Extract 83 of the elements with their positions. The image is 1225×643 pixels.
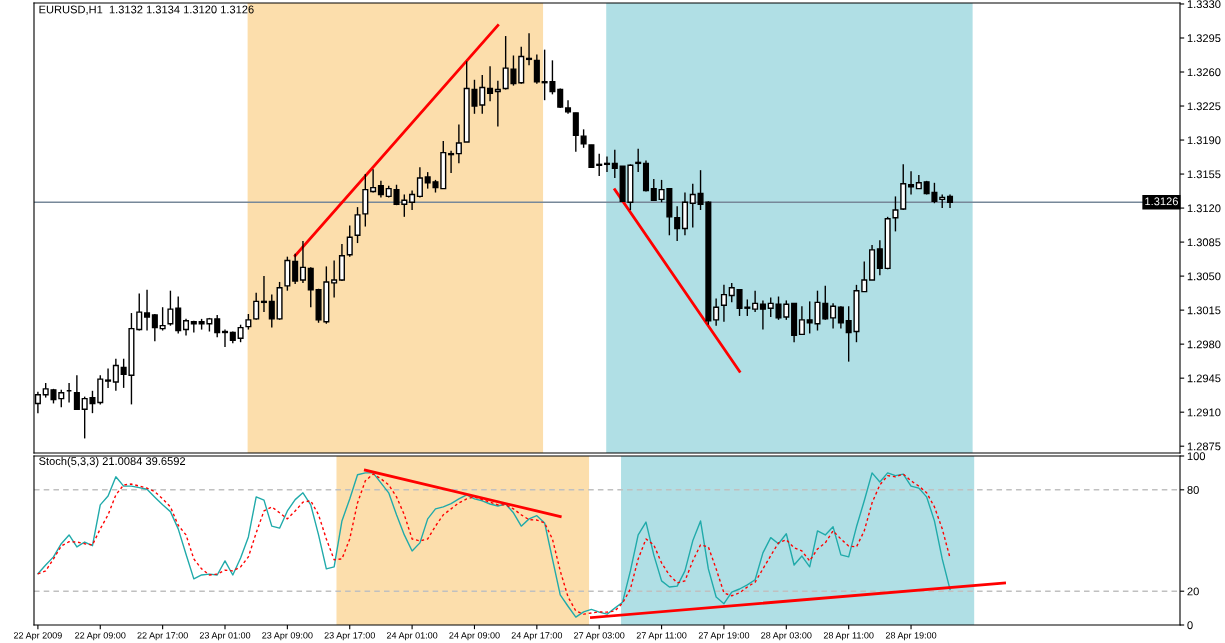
y-tick-label: 1.3190 [1187, 136, 1221, 145]
candlestick [151, 313, 158, 342]
x-tick-label: 23 Apr 01:00 [199, 632, 251, 641]
x-tick-label: 23 Apr 09:00 [262, 632, 313, 641]
candlestick [759, 299, 766, 331]
candlestick [136, 292, 143, 332]
y-tick-label: 1.3085 [1187, 238, 1221, 247]
candlestick [689, 183, 696, 229]
x-tick-label: 24 Apr 01:00 [386, 632, 438, 641]
candlestick [487, 65, 494, 102]
chart-title: EURUSD,H1 1.3132 1.3134 1.3120 1.3126 [39, 5, 254, 15]
candlestick [713, 297, 720, 327]
candlestick [533, 53, 540, 85]
candlestick [221, 328, 229, 348]
candlestick [526, 32, 533, 66]
candlestick [307, 266, 314, 308]
y-tick-label: 1.3015 [1187, 306, 1221, 315]
candlestick [331, 259, 338, 299]
candlestick [494, 80, 501, 128]
y-tick-label: 1.3260 [1187, 68, 1221, 77]
x-tick-label: 23 Apr 17:00 [324, 632, 375, 641]
x-tick-label: 22 Apr 09:00 [75, 632, 126, 641]
y-tick-label: 100 [1187, 452, 1206, 461]
y-tick-label: 0 [1187, 621, 1193, 630]
candlestick [409, 189, 416, 211]
candlestick [167, 289, 174, 327]
x-tick-label: 27 Apr 19:00 [698, 632, 750, 641]
y-tick-label: 1.3155 [1187, 170, 1221, 179]
candlestick [752, 289, 759, 313]
x-tick-label: 24 Apr 09:00 [449, 632, 500, 641]
candlestick [908, 170, 915, 196]
candlestick [214, 314, 221, 339]
candlestick [650, 178, 657, 201]
candlestick [268, 293, 275, 329]
x-tick-label: 28 Apr 19:00 [885, 632, 937, 641]
candlestick [112, 358, 119, 392]
y-tick-label: 1.2980 [1187, 340, 1221, 349]
y-tick-label: 1.2875 [1187, 442, 1221, 451]
x-tick-label: 22 Apr 2009 [14, 632, 62, 641]
x-tick-label: 27 Apr 03:00 [574, 632, 625, 641]
candlestick [346, 224, 353, 258]
x-tick-label: 22 Apr 17:00 [137, 632, 188, 641]
y-tick-label: 1.2910 [1187, 408, 1221, 417]
candlestick [159, 306, 166, 332]
candlestick [635, 148, 642, 173]
candlestick [603, 155, 611, 173]
candlestick [299, 240, 306, 284]
candlestick [370, 168, 377, 194]
y-tick-label: 1.3225 [1187, 102, 1221, 111]
y-tick-label: 20 [1187, 587, 1199, 596]
candlestick [455, 123, 462, 165]
candlestick [73, 374, 80, 410]
candlestick [448, 150, 455, 174]
y-tick-label: 1.3295 [1187, 34, 1221, 43]
candlestick [596, 152, 603, 177]
candlestick [674, 205, 681, 242]
candlestick [611, 149, 618, 179]
candlestick [876, 239, 883, 276]
candlestick [892, 195, 899, 233]
y-tick-label: 1.3330 [1187, 0, 1221, 9]
y-tick-label: 80 [1187, 486, 1199, 494]
candlestick [720, 284, 727, 323]
candlestick [292, 253, 299, 285]
x-tick-label: 28 Apr 11:00 [823, 632, 874, 641]
y-tick-label: 1.3050 [1187, 272, 1221, 281]
chart-title: Stoch(5,3,3) 21.0084 39.6592 [39, 456, 186, 468]
candlestick [572, 112, 579, 153]
candlestick [144, 289, 151, 332]
candlestick [416, 166, 423, 199]
candlestick [830, 302, 837, 330]
x-tick-label: 28 Apr 03:00 [761, 632, 812, 641]
candlestick [798, 305, 805, 336]
y-tick-label: 1.3120 [1187, 204, 1221, 213]
x-tick-label: 24 Apr 17:00 [511, 632, 563, 641]
candlestick [253, 291, 260, 321]
candlestick [105, 367, 112, 389]
x-tick-label: 27 Apr 11:00 [636, 632, 687, 641]
ref-line-label: 1.3126 [1145, 197, 1178, 206]
candlestick [260, 275, 268, 313]
candlestick [837, 305, 844, 330]
candlestick [190, 320, 197, 334]
y-tick-label: 1.2945 [1187, 374, 1221, 383]
candlestick [175, 295, 182, 335]
